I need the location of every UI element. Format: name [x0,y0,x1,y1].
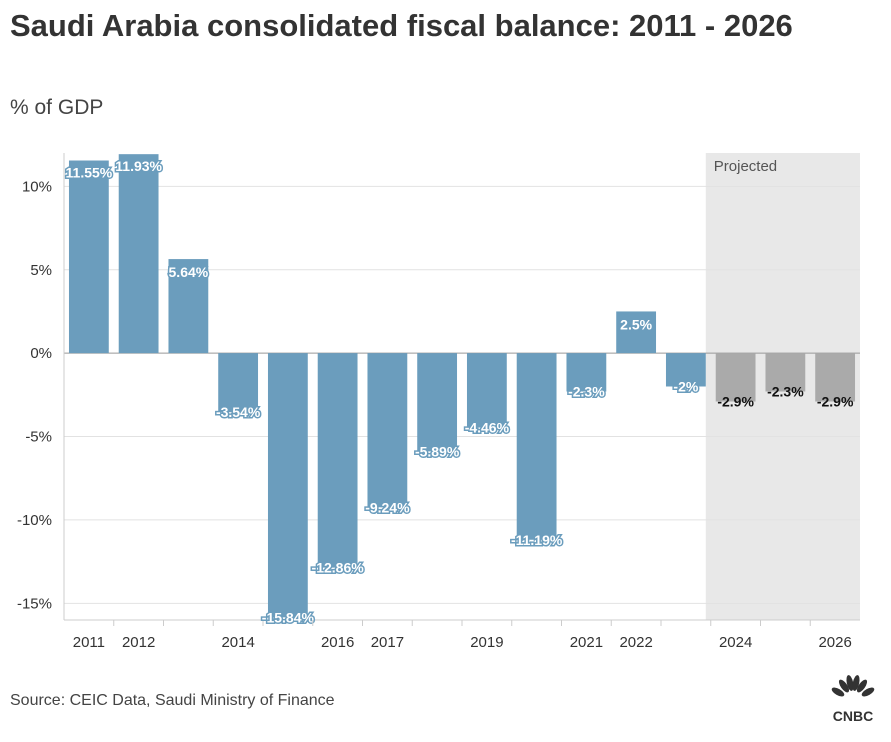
data-label-2014: -3.54% [216,404,261,420]
bar-2024 [715,353,756,402]
cnbc-logo: CNBC [831,675,875,724]
x-tick-label-2011: 2011 [73,634,105,651]
bar-2016 [317,353,358,568]
data-label-2012: 11.93% [115,158,162,174]
bar-2015 [267,353,308,618]
bar-2022 [616,311,657,354]
x-tick-label-2014: 2014 [221,634,254,651]
bar-2014 [218,353,259,413]
projected-annotation: Projected [714,158,777,175]
x-tick-label-2017: 2017 [371,634,404,651]
bar-2021 [566,353,607,392]
cnbc-logo-text: CNBC [833,708,873,724]
data-label-2026: -2.9% [817,394,854,410]
source-note: Source: CEIC Data, Saudi Ministry of Fin… [10,692,335,709]
data-label-2023: -2% [673,379,698,395]
x-tick-label-2012: 2012 [122,634,155,651]
data-label-2025: -2.3% [767,384,804,400]
bar-2013 [168,259,209,354]
y-tick-label: 10% [22,178,52,195]
bar-2026 [815,353,856,402]
y-tick-label: -15% [17,595,52,612]
x-tick-label-2026: 2026 [818,634,851,651]
data-label-2019: -4.46% [465,420,510,436]
x-tick-label-2022: 2022 [619,634,652,651]
data-label-2021: -2.3% [568,384,605,400]
data-label-2013: 5.64% [169,264,209,280]
bar-2011 [68,160,109,354]
y-tick-label: 0% [30,345,52,362]
bar-chart: Projected 10% 5% 0% -5% -10% -15% 2011 11.55% 201… [17,153,860,651]
y-tick-label: 5% [30,262,52,279]
chart-title: Saudi Arabia consolidated fiscal balance… [10,8,793,43]
bar-2023 [665,353,706,387]
data-label-2020: -11.19% [511,532,563,548]
data-label-2011: 11.55% [66,165,113,181]
bar-2012 [118,154,159,354]
data-label-2017: -9.24% [365,499,410,515]
x-tick-label-2019: 2019 [470,634,503,651]
x-tick-label-2021: 2021 [570,634,603,651]
bar-2025 [765,353,806,392]
bar-2019 [466,353,507,428]
x-tick-label-2016: 2016 [321,634,354,651]
bar-2018 [417,353,458,452]
data-label-2016: -12.86% [312,560,365,576]
bar-2017 [367,353,408,508]
x-tick-label-2024: 2024 [719,634,752,651]
data-label-2024: -2.9% [717,394,754,410]
chart-subtitle: % of GDP [10,96,104,119]
data-label-2018: -5.89% [415,443,460,459]
data-label-2022: 2.5% [620,316,652,332]
y-tick-label: -10% [17,512,52,529]
y-tick-label: -5% [25,429,52,446]
bar-2020 [516,353,557,540]
data-label-2015: -15.84% [262,609,315,625]
